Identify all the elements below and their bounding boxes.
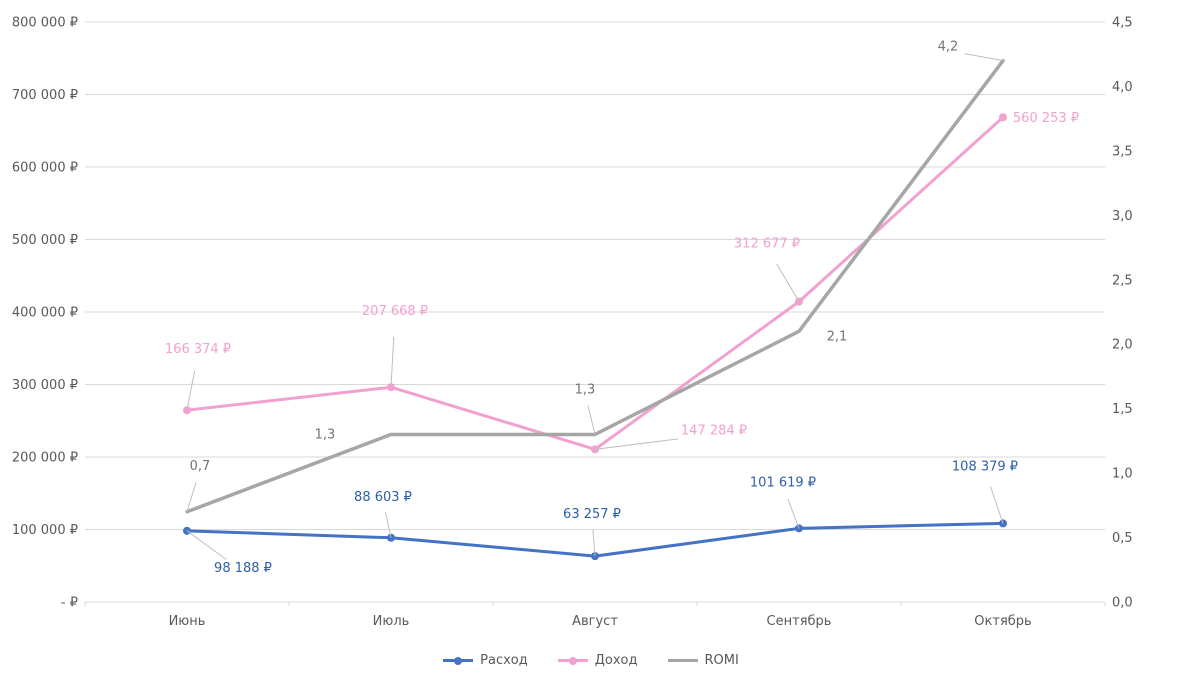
data-label-доход: 560 253 ₽ bbox=[1013, 111, 1079, 126]
left-axis-tick-label: 400 000 ₽ bbox=[12, 306, 78, 321]
legend-item-romi: ROMI bbox=[667, 653, 739, 668]
legend-dot-icon bbox=[454, 656, 463, 665]
data-label-доход: 166 374 ₽ bbox=[165, 342, 231, 357]
left-axis-tick-label: 500 000 ₽ bbox=[12, 233, 78, 248]
legend-label-rashod: Расход bbox=[480, 653, 528, 668]
label-leader-line bbox=[989, 486, 1004, 524]
right-axis-tick-label: 2,0 bbox=[1112, 338, 1133, 353]
right-axis-tick-label: 4,5 bbox=[1112, 16, 1133, 31]
right-axis-tick-label: 2,5 bbox=[1112, 273, 1133, 288]
line-with-dot-marker-icon bbox=[443, 656, 474, 665]
right-axis-tick-label: 3,5 bbox=[1112, 144, 1133, 159]
left-axis-tick-label: 700 000 ₽ bbox=[12, 88, 78, 103]
data-label-доход: 147 284 ₽ bbox=[681, 423, 747, 438]
legend-item-rashod: Расход bbox=[443, 653, 528, 668]
label-leader-line bbox=[384, 511, 392, 538]
label-leader-line bbox=[186, 370, 196, 411]
data-label-расход: 98 188 ₽ bbox=[214, 561, 272, 576]
label-leader-line bbox=[186, 482, 197, 512]
label-leader-line bbox=[776, 263, 800, 302]
left-axis-tick-label: 200 000 ₽ bbox=[12, 451, 78, 466]
left-axis-tick-label: - ₽ bbox=[61, 596, 78, 611]
legend-dot-icon bbox=[568, 656, 577, 665]
x-axis-category-label: Октябрь bbox=[974, 614, 1031, 629]
data-point-доход bbox=[999, 113, 1007, 122]
x-axis-category-label: Июнь bbox=[169, 614, 206, 629]
data-label-romi: 0,7 bbox=[190, 459, 211, 474]
label-leader-line bbox=[390, 336, 395, 388]
line-with-dot-marker-icon bbox=[557, 656, 588, 665]
x-axis-category-label: Сентябрь bbox=[767, 614, 832, 629]
right-axis-tick-label: 0,0 bbox=[1112, 596, 1133, 611]
data-label-расход: 101 619 ₽ bbox=[750, 475, 816, 490]
data-label-romi: 4,2 bbox=[938, 40, 959, 55]
left-axis-tick-label: 600 000 ₽ bbox=[12, 161, 78, 176]
data-label-romi: 1,3 bbox=[575, 382, 596, 397]
right-axis-tick-label: 4,0 bbox=[1112, 80, 1133, 95]
legend-label-romi: ROMI bbox=[704, 653, 739, 668]
left-axis-tick-label: 100 000 ₽ bbox=[12, 523, 78, 538]
label-leader-line bbox=[787, 498, 800, 529]
left-axis-tick-label: 800 000 ₽ bbox=[12, 16, 78, 31]
right-axis-tick-label: 0,5 bbox=[1112, 531, 1133, 546]
x-axis-category-label: Июль bbox=[373, 614, 410, 629]
data-label-расход: 63 257 ₽ bbox=[563, 507, 621, 522]
right-axis-tick-label: 1,0 bbox=[1112, 467, 1133, 482]
data-label-доход: 207 668 ₽ bbox=[362, 304, 428, 319]
data-label-romi: 1,3 bbox=[315, 427, 336, 442]
label-leader-line bbox=[594, 438, 679, 450]
legend-label-dohod: Доход bbox=[594, 653, 638, 668]
label-leader-line bbox=[592, 529, 596, 557]
x-axis-category-label: Август bbox=[572, 614, 618, 629]
line-marker-icon bbox=[667, 659, 698, 662]
right-axis-tick-label: 1,5 bbox=[1112, 402, 1133, 417]
label-leader-line bbox=[587, 405, 596, 435]
data-label-romi: 2,1 bbox=[827, 329, 848, 344]
left-axis-tick-label: 300 000 ₽ bbox=[12, 378, 78, 393]
label-leader-line bbox=[964, 53, 1004, 62]
right-axis-tick-label: 3,0 bbox=[1112, 209, 1133, 224]
label-leader-line bbox=[186, 530, 227, 560]
chart-legend: Расход Доход ROMI bbox=[0, 653, 1182, 668]
data-label-доход: 312 677 ₽ bbox=[734, 237, 800, 252]
series-line-romi bbox=[185, 58, 1005, 514]
data-label-расход: 88 603 ₽ bbox=[354, 490, 412, 505]
legend-item-dohod: Доход bbox=[557, 653, 638, 668]
data-label-расход: 108 379 ₽ bbox=[952, 459, 1018, 474]
